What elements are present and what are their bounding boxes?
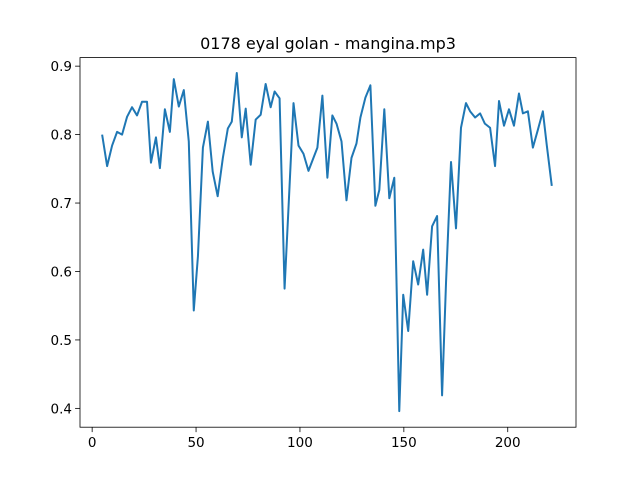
y-tick-label: 0.6 — [51, 264, 72, 280]
x-tick-label: 200 — [495, 435, 521, 451]
y-tick-label: 0.8 — [51, 128, 72, 144]
y-tick-label: 0.7 — [51, 196, 72, 212]
x-tick-label: 100 — [287, 435, 313, 451]
plot-frame — [79, 57, 577, 428]
y-tick-label: 0.4 — [51, 401, 72, 417]
chart-title: 0178 eyal golan - mangina.mp3 — [200, 34, 456, 53]
x-tick-label: 50 — [187, 435, 204, 451]
y-tick-label: 0.9 — [51, 59, 72, 75]
y-tick-label: 0.5 — [51, 333, 72, 349]
x-tick-label: 150 — [391, 435, 417, 451]
data-line — [101, 72, 553, 413]
x-tick-label: 0 — [88, 435, 97, 451]
